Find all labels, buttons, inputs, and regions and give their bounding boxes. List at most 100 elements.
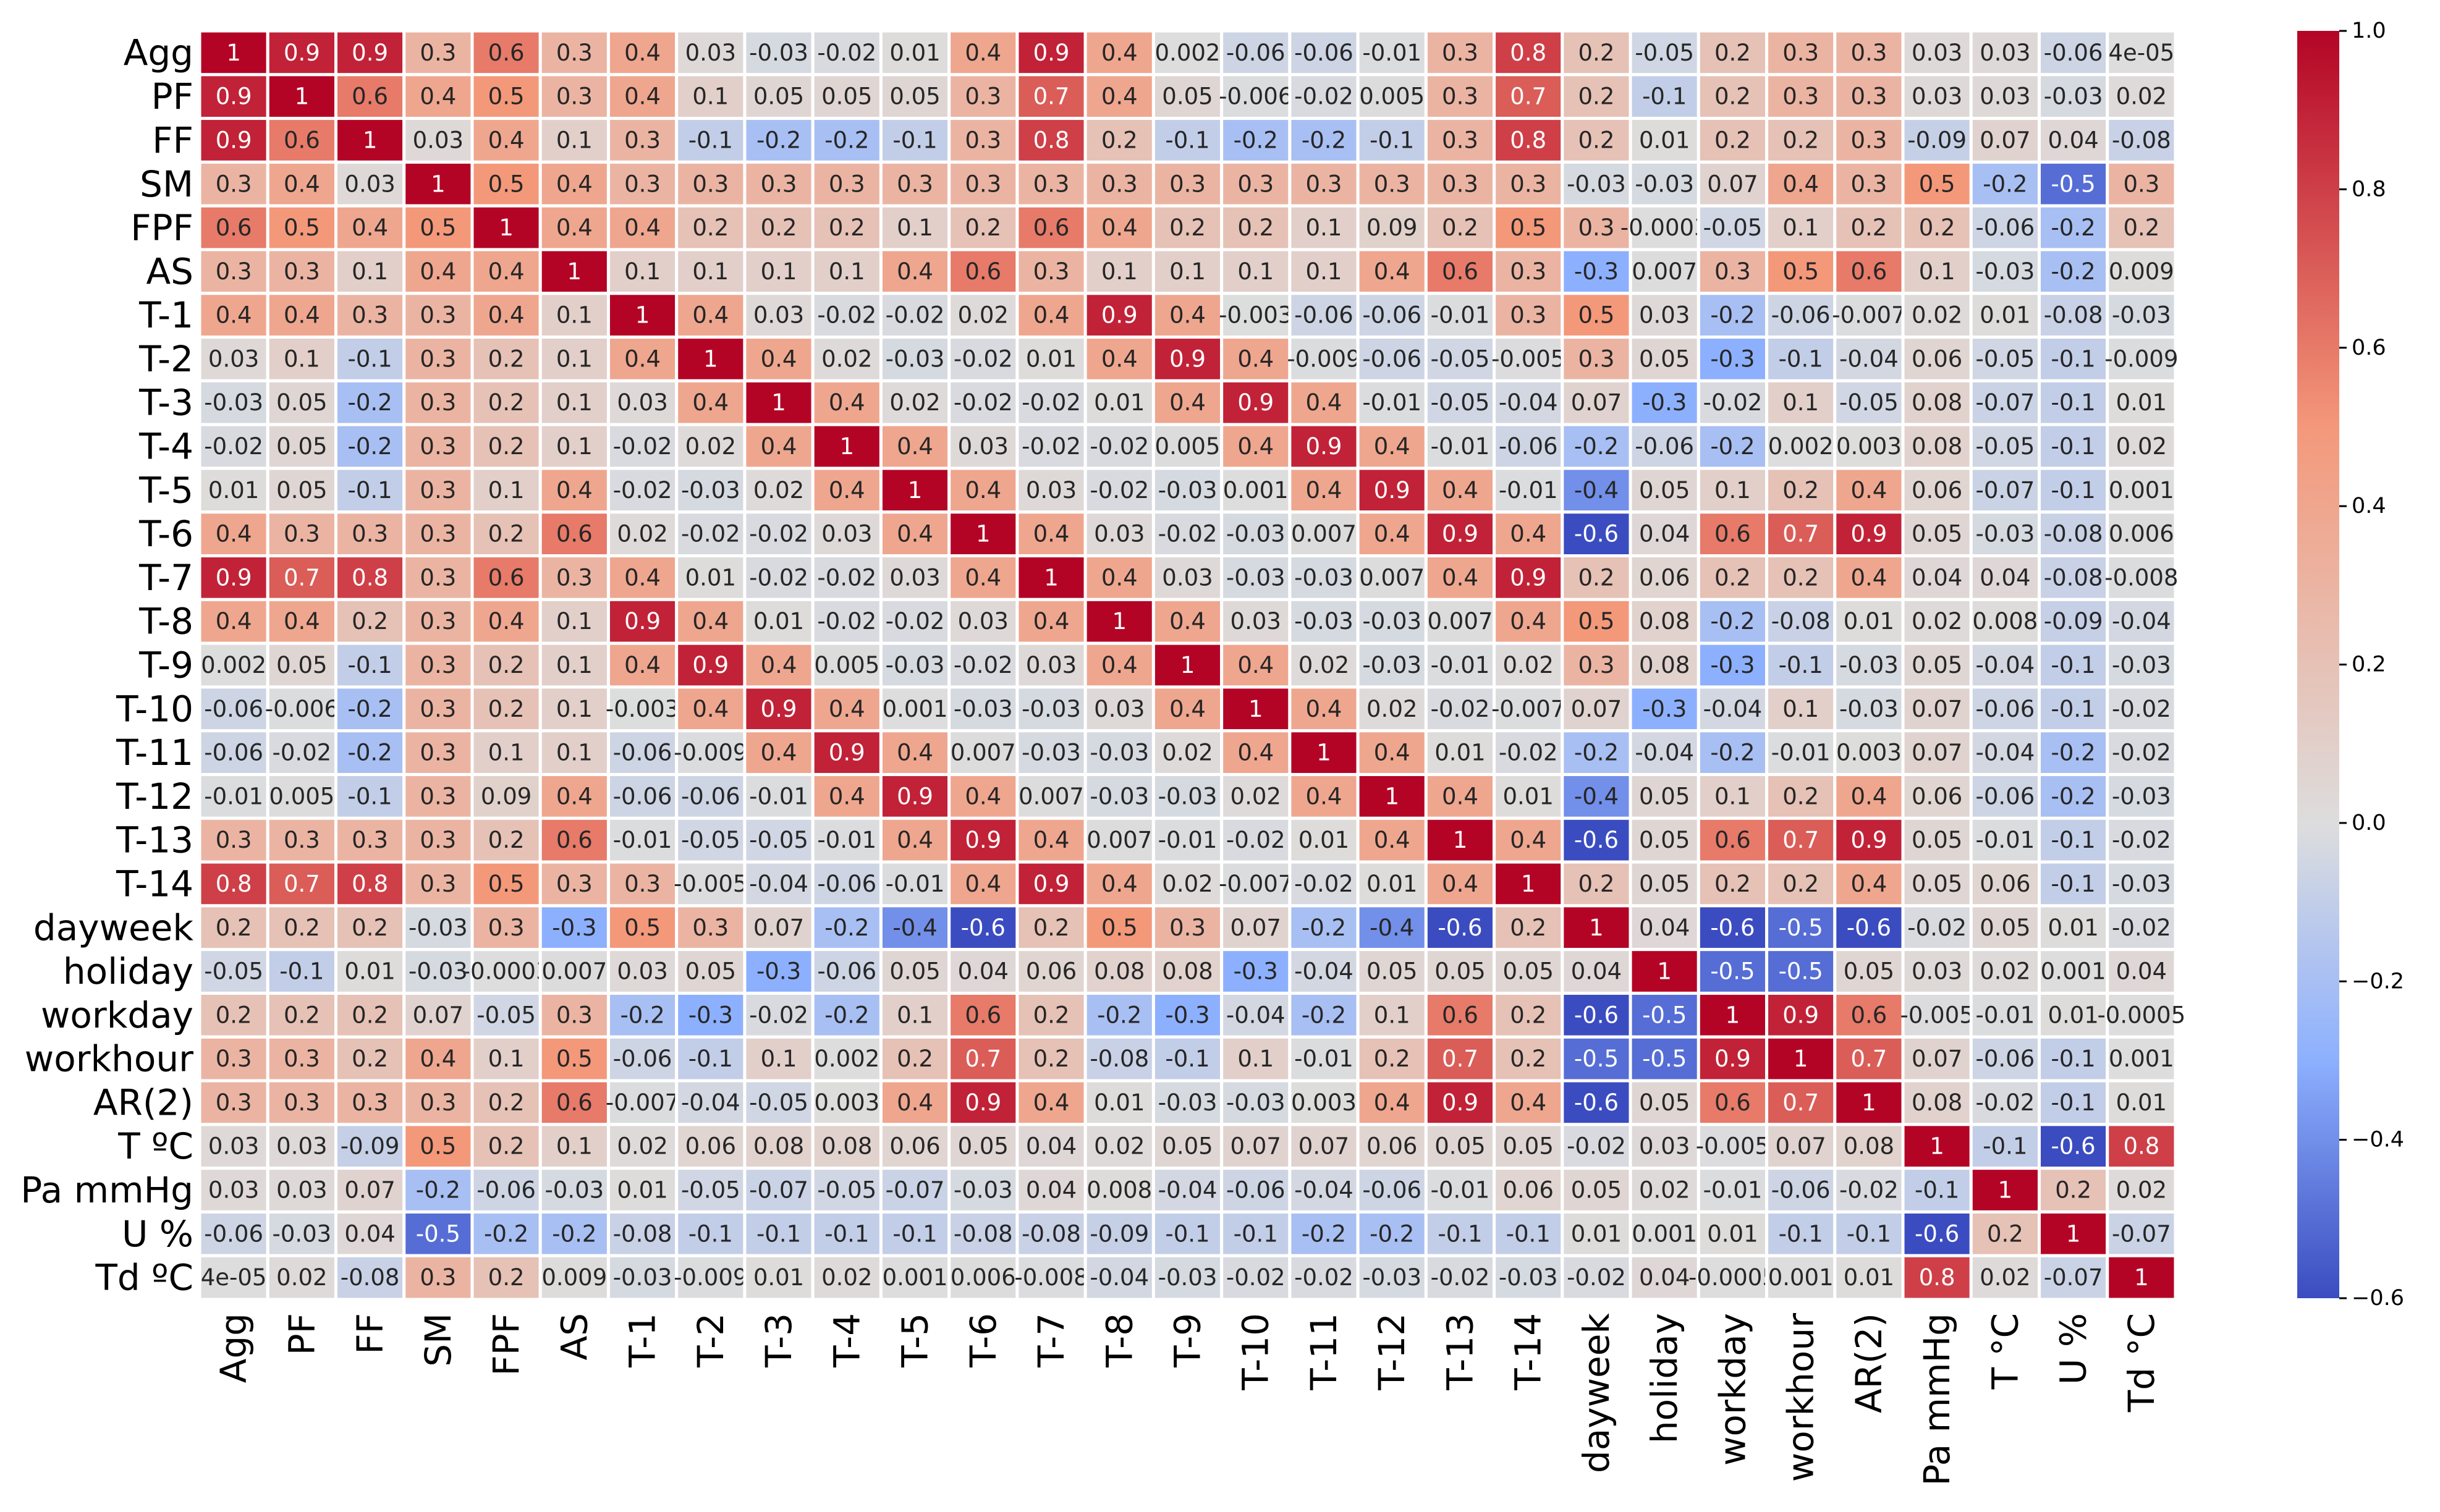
cell-value-label: 0.5 xyxy=(1578,302,1615,329)
cell-value-label: 0.05 xyxy=(1366,958,1417,985)
heatmap-cell xyxy=(1833,467,1905,514)
cell-value-label: 0.07 xyxy=(1571,696,1622,722)
cell-value-label: 0.05 xyxy=(276,389,327,416)
heatmap-cell xyxy=(606,379,679,426)
cell-value-label: 0.4 xyxy=(1306,477,1342,504)
cell-value-label: 0.4 xyxy=(1101,83,1138,110)
heatmap-cell xyxy=(402,248,474,295)
cell-value-label: 1 xyxy=(1930,1133,1944,1160)
cell-value-label: 0.5 xyxy=(1510,214,1546,241)
cell-value-label: -0.01 xyxy=(817,827,876,853)
cell-value-label: -0.03 xyxy=(1226,564,1286,591)
cell-value-label: 0.06 xyxy=(1912,345,1962,372)
cell-value-label: -0.4 xyxy=(1574,477,1619,504)
cell-value-label: 0.8 xyxy=(2123,1133,2159,1160)
cell-value-label: 0.001 xyxy=(2041,958,2106,985)
cell-value-label: -0.04 xyxy=(1635,740,1694,766)
cell-value-label: 4e-05 xyxy=(201,1264,267,1291)
cell-value-label: 0.01 xyxy=(2048,1002,2098,1028)
heatmap-cell xyxy=(606,991,679,1039)
cell-value-label: -0.02 xyxy=(613,433,672,460)
cell-value-label: 0.2 xyxy=(488,389,525,416)
cell-value-label: 0.7 xyxy=(1033,83,1070,110)
cell-value-label: -0.2 xyxy=(348,740,392,766)
cell-value-label: 0.06 xyxy=(1503,1177,1554,1204)
cell-value-label: -0.03 xyxy=(1294,608,1353,635)
cell-value-label: 1 xyxy=(771,389,786,416)
cell-value-label: 0.001 xyxy=(1223,477,1289,504)
cell-value-label: -0.03 xyxy=(2112,652,2171,678)
heatmap-cell xyxy=(1561,117,1632,164)
cell-value-label: 1 xyxy=(431,171,446,197)
cell-value-label: -0.02 xyxy=(2112,696,2171,722)
cell-value-label: 0.03 xyxy=(208,1177,259,1204)
cell-value-label: 0.6 xyxy=(352,83,388,110)
cell-value-label: 0.02 xyxy=(1980,1264,2030,1291)
heatmap-cell xyxy=(1833,379,1905,426)
cell-value-label: 0.05 xyxy=(1503,958,1554,985)
cell-value-label: -0.02 xyxy=(1976,1089,2035,1116)
cell-value-label: 0.005 xyxy=(814,652,879,678)
cell-value-label: -0.05 xyxy=(1431,389,1490,416)
cell-value-label: 0.4 xyxy=(284,171,320,197)
cell-value-label: 0.1 xyxy=(761,1045,797,1072)
cell-value-label: 0.009 xyxy=(2109,258,2174,285)
heatmap-cell xyxy=(2106,772,2177,820)
cell-value-label: 0.6 xyxy=(1714,1089,1751,1116)
cell-value-label: -0.1 xyxy=(756,1220,801,1247)
heatmap-cell xyxy=(606,816,679,864)
heatmap-cell xyxy=(1561,73,1632,120)
cell-value-label: 0.9 xyxy=(284,40,320,66)
cell-value-label: 0.1 xyxy=(556,389,593,416)
cell-value-label: 0.002 xyxy=(814,1045,879,1072)
cell-value-label: 0.3 xyxy=(420,1089,456,1116)
cell-value-label: -0.007 xyxy=(1832,302,1905,329)
heatmap-cell xyxy=(1561,641,1632,689)
heatmap-cell xyxy=(1697,29,1769,77)
cell-value-label: 0.4 xyxy=(556,477,593,504)
cell-value-label: -0.03 xyxy=(886,652,945,678)
cell-value-label: 0.01 xyxy=(2048,914,2098,941)
cell-value-label: -0.06 xyxy=(477,1177,536,1204)
heatmap-cell xyxy=(1151,729,1224,776)
cell-value-label: 0.007 xyxy=(1019,783,1084,809)
cell-value-label: 0.4 xyxy=(1442,783,1478,809)
cell-value-label: -0.2 xyxy=(1710,302,1755,329)
cell-value-label: -0.03 xyxy=(409,914,468,941)
heatmap-cell xyxy=(1561,160,1632,208)
cell-value-label: -0.01 xyxy=(1703,1177,1763,1204)
cell-value-label: -0.3 xyxy=(1710,652,1755,678)
cell-value-label: 0.007 xyxy=(1427,608,1493,635)
cell-value-label: 0.4 xyxy=(420,1045,456,1072)
column-tick-label: T-10 xyxy=(1235,1313,1277,1391)
cell-value-label: 0.002 xyxy=(201,652,266,678)
cell-value-label: 0.02 xyxy=(821,345,872,372)
cell-value-label: 0.07 xyxy=(753,914,804,941)
row-tick-label: T-9 xyxy=(138,644,193,686)
cell-value-label: -0.3 xyxy=(1574,258,1619,285)
cell-value-label: -0.01 xyxy=(1431,652,1490,678)
heatmap-cell xyxy=(266,1254,337,1301)
cell-value-label: 0.1 xyxy=(624,258,661,285)
heatmap-cell xyxy=(1629,467,1700,514)
cell-value-label: -0.005 xyxy=(1696,1133,1769,1160)
heatmap-cell xyxy=(402,860,474,908)
heatmap-cell xyxy=(1083,379,1155,426)
cell-value-label: 0.03 xyxy=(1026,652,1077,678)
cell-value-label: 0.5 xyxy=(488,83,525,110)
cell-value-label: 0.01 xyxy=(2116,1089,2167,1116)
cell-value-label: 0.3 xyxy=(352,827,388,853)
cell-value-label: 0.3 xyxy=(420,696,456,722)
cell-value-label: 0.1 xyxy=(556,740,593,766)
cell-value-label: -0.02 xyxy=(954,345,1013,372)
cell-value-label: 0.7 xyxy=(284,564,320,591)
cell-value-label: -0.04 xyxy=(1976,652,2035,678)
row-tick-label: FPF xyxy=(130,207,193,249)
column-tick-label: AS xyxy=(553,1313,595,1361)
cell-value-label: -0.03 xyxy=(1567,171,1626,197)
cell-value-label: 0.05 xyxy=(1844,958,1894,985)
cell-value-label: -0.06 xyxy=(613,740,672,766)
cell-value-label: 0.9 xyxy=(761,696,797,722)
column-tick-label: FPF xyxy=(485,1313,527,1376)
heatmap-cell xyxy=(1901,510,1973,558)
